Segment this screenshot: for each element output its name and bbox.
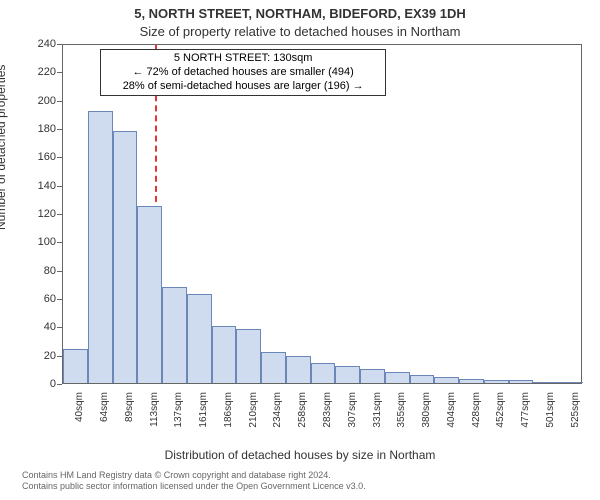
credit-text: Contains HM Land Registry data © Crown c…	[22, 470, 366, 493]
x-tick: 355sqm	[396, 392, 407, 442]
x-tick: 331sqm	[372, 392, 383, 442]
chart-title-1: 5, NORTH STREET, NORTHAM, BIDEFORD, EX39…	[0, 6, 600, 21]
x-tick: 137sqm	[173, 392, 184, 442]
y-tick: 100	[26, 236, 56, 248]
x-tick: 380sqm	[421, 392, 432, 442]
histogram-bar	[162, 287, 187, 383]
histogram-bar	[236, 329, 261, 383]
x-tick: 404sqm	[446, 392, 457, 442]
x-tick: 428sqm	[471, 392, 482, 442]
annotation-line-2: ← 72% of detached houses are smaller (49…	[105, 66, 381, 80]
histogram-bar	[113, 131, 138, 383]
y-tick: 220	[26, 66, 56, 78]
histogram-bar	[187, 294, 212, 383]
annotation-box: 5 NORTH STREET: 130sqm ← 72% of detached…	[100, 49, 386, 96]
credit-line-2: Contains public sector information licen…	[22, 481, 366, 492]
histogram-bar	[558, 382, 583, 383]
x-tick: 40sqm	[74, 392, 85, 442]
y-tick: 200	[26, 95, 56, 107]
histogram-bar	[484, 380, 509, 383]
histogram-bar	[459, 379, 484, 383]
histogram-bar	[212, 326, 237, 383]
y-axis-label: Number of detached properties	[0, 65, 8, 230]
x-tick: 210sqm	[248, 392, 259, 442]
histogram-bar	[360, 369, 385, 383]
x-tick: 234sqm	[272, 392, 283, 442]
x-tick: 113sqm	[149, 392, 160, 442]
histogram-bar	[63, 349, 88, 383]
histogram-bar	[335, 366, 360, 383]
x-axis-label: Distribution of detached houses by size …	[0, 448, 600, 462]
y-tick: 160	[26, 151, 56, 163]
y-tick: 40	[26, 321, 56, 333]
x-tick: 283sqm	[322, 392, 333, 442]
histogram-bar	[286, 356, 311, 383]
y-tick: 20	[26, 350, 56, 362]
y-tick: 140	[26, 180, 56, 192]
y-tick: 240	[26, 38, 56, 50]
chart-title-2: Size of property relative to detached ho…	[0, 24, 600, 39]
histogram-bar	[137, 206, 162, 383]
y-tick: 60	[26, 293, 56, 305]
plot-area: 5 NORTH STREET: 130sqm ← 72% of detached…	[62, 44, 582, 384]
x-tick: 501sqm	[545, 392, 556, 442]
x-tick: 161sqm	[198, 392, 209, 442]
chart-container: 5, NORTH STREET, NORTHAM, BIDEFORD, EX39…	[0, 0, 600, 500]
histogram-bar	[311, 363, 336, 383]
x-tick: 452sqm	[495, 392, 506, 442]
histogram-bar	[434, 377, 459, 383]
histogram-bar	[88, 111, 113, 383]
histogram-bar	[261, 352, 286, 383]
y-tick: 120	[26, 208, 56, 220]
credit-line-1: Contains HM Land Registry data © Crown c…	[22, 470, 366, 481]
histogram-bar	[385, 372, 410, 383]
annotation-line-1: 5 NORTH STREET: 130sqm	[105, 52, 381, 66]
x-tick: 89sqm	[124, 392, 135, 442]
x-tick: 64sqm	[99, 392, 110, 442]
y-tick: 80	[26, 265, 56, 277]
x-tick: 186sqm	[223, 392, 234, 442]
y-tick: 0	[26, 378, 56, 390]
histogram-bar	[533, 382, 558, 383]
y-tick: 180	[26, 123, 56, 135]
x-tick: 307sqm	[347, 392, 358, 442]
histogram-bar	[410, 375, 435, 384]
histogram-bar	[509, 380, 534, 383]
x-tick: 525sqm	[570, 392, 581, 442]
annotation-line-3: 28% of semi-detached houses are larger (…	[105, 80, 381, 94]
x-tick: 477sqm	[520, 392, 531, 442]
x-tick: 258sqm	[297, 392, 308, 442]
